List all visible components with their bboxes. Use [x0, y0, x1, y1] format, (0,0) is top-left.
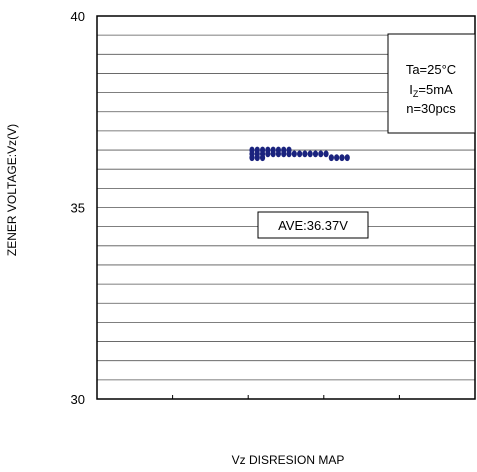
data-point: [259, 154, 266, 162]
plot-area-frame: [96, 15, 476, 400]
data-point: [312, 150, 319, 158]
data-point: [318, 150, 324, 158]
data-point: [249, 154, 255, 162]
data-point: [291, 150, 297, 158]
x-axis-label: Vz DISRESION MAP: [232, 453, 345, 467]
data-point: [265, 150, 271, 158]
data-point: [297, 150, 303, 158]
data-point: [334, 154, 340, 162]
x-axis-ticks: [172, 395, 400, 399]
y-axis-tick-labels: 30 35 40: [71, 9, 85, 407]
condition-current: IZ=5mA: [409, 82, 453, 99]
y-tick-label: 30: [71, 392, 85, 407]
y-tick-label: 40: [71, 9, 85, 24]
data-points: [249, 146, 350, 162]
data-point: [270, 150, 276, 158]
data-point: [275, 150, 282, 158]
data-point: [339, 154, 345, 162]
data-point: [307, 150, 313, 158]
condition-temperature: Ta=25°C: [406, 62, 456, 77]
data-point: [328, 154, 334, 162]
y-axis-label: ZENER VOLTAGE:Vz(V): [5, 124, 19, 256]
data-point: [281, 150, 287, 158]
data-point: [302, 150, 308, 158]
conditions-box: Ta=25°C IZ=5mA n=30pcs: [387, 33, 476, 134]
data-point: [254, 154, 260, 162]
average-box: AVE:36.37V: [257, 211, 369, 239]
data-point: [344, 154, 350, 162]
y-tick-label: 35: [71, 201, 85, 216]
average-label: AVE:36.37V: [278, 218, 348, 233]
data-point: [286, 150, 292, 158]
condition-sample-count: n=30pcs: [406, 101, 456, 116]
data-point: [323, 150, 329, 158]
